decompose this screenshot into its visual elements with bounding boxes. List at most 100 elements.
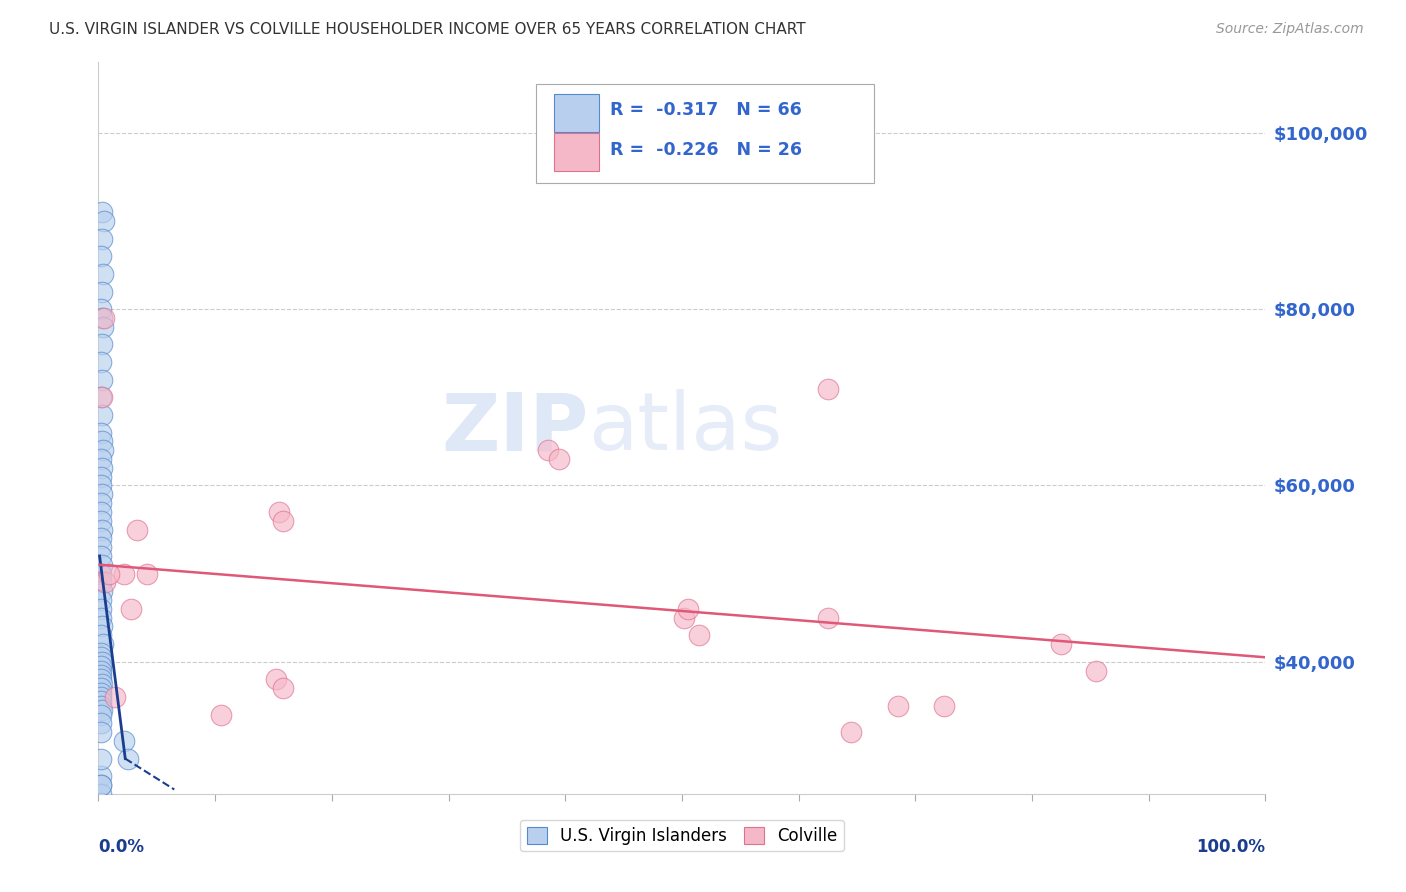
Point xyxy=(90,285,112,299)
Point xyxy=(271,681,294,695)
Point xyxy=(90,531,112,545)
Point xyxy=(271,514,294,528)
Point xyxy=(90,628,112,642)
Point xyxy=(93,311,115,326)
Point xyxy=(90,460,112,475)
Point xyxy=(90,805,112,819)
Point xyxy=(91,443,114,458)
Point xyxy=(94,575,117,590)
Point xyxy=(90,646,112,660)
Point xyxy=(90,769,112,783)
Point xyxy=(90,681,112,695)
Point xyxy=(117,751,139,765)
Point xyxy=(90,566,112,581)
Point xyxy=(1085,664,1108,678)
Point xyxy=(90,703,112,717)
Point xyxy=(90,390,112,404)
Point xyxy=(688,628,710,642)
Point xyxy=(90,787,112,801)
Point xyxy=(90,408,112,422)
Point xyxy=(90,796,112,810)
Point xyxy=(136,566,159,581)
Point xyxy=(112,734,135,748)
Point xyxy=(90,694,112,708)
Point xyxy=(90,452,112,467)
Point xyxy=(90,390,112,404)
Point xyxy=(90,232,112,246)
Point xyxy=(93,214,115,228)
Point xyxy=(90,673,112,687)
Point xyxy=(90,664,112,678)
Point xyxy=(90,487,112,501)
FancyBboxPatch shape xyxy=(554,94,599,132)
Point xyxy=(90,778,112,792)
Point xyxy=(90,698,112,713)
FancyBboxPatch shape xyxy=(536,85,875,183)
Text: ZIP: ZIP xyxy=(441,389,589,467)
Point xyxy=(90,602,112,616)
Point xyxy=(120,602,142,616)
Text: 100.0%: 100.0% xyxy=(1197,838,1265,855)
Point xyxy=(90,434,112,449)
Point xyxy=(264,673,287,687)
Point xyxy=(90,558,112,572)
Point xyxy=(90,751,112,765)
Point xyxy=(90,677,112,691)
Point xyxy=(97,566,120,581)
Point xyxy=(90,814,112,828)
Point xyxy=(817,610,839,624)
Point xyxy=(104,690,127,704)
Point xyxy=(90,707,112,722)
Point xyxy=(887,698,910,713)
Point xyxy=(90,716,112,731)
Point xyxy=(90,496,112,510)
Point xyxy=(817,382,839,396)
Point xyxy=(90,655,112,669)
Point xyxy=(90,523,112,537)
Point xyxy=(90,549,112,563)
Point xyxy=(90,584,112,599)
Point xyxy=(90,659,112,673)
Point xyxy=(537,443,560,458)
Point xyxy=(90,610,112,624)
FancyBboxPatch shape xyxy=(554,134,599,171)
Point xyxy=(90,311,112,326)
Point xyxy=(839,725,862,739)
Point xyxy=(673,610,696,624)
Point xyxy=(90,505,112,519)
Point xyxy=(90,668,112,682)
Text: U.S. VIRGIN ISLANDER VS COLVILLE HOUSEHOLDER INCOME OVER 65 YEARS CORRELATION CH: U.S. VIRGIN ISLANDER VS COLVILLE HOUSEHO… xyxy=(49,22,806,37)
Point xyxy=(90,478,112,492)
Point xyxy=(934,698,956,713)
Point xyxy=(90,778,112,792)
Point xyxy=(90,619,112,633)
Point xyxy=(112,566,135,581)
Point xyxy=(269,505,291,519)
Point xyxy=(91,267,114,281)
Point xyxy=(90,725,112,739)
Legend: U.S. Virgin Islanders, Colville: U.S. Virgin Islanders, Colville xyxy=(520,820,844,851)
Point xyxy=(1050,637,1073,651)
Point xyxy=(90,337,112,351)
Point xyxy=(676,602,699,616)
Point xyxy=(90,205,112,219)
Point xyxy=(90,302,112,317)
Point xyxy=(90,514,112,528)
Text: Source: ZipAtlas.com: Source: ZipAtlas.com xyxy=(1216,22,1364,37)
Text: 0.0%: 0.0% xyxy=(98,838,145,855)
Point xyxy=(91,637,114,651)
Point xyxy=(90,575,112,590)
Point xyxy=(90,469,112,483)
Point xyxy=(90,685,112,699)
Text: R =  -0.317   N = 66: R = -0.317 N = 66 xyxy=(610,101,801,120)
Point xyxy=(548,452,571,467)
Point xyxy=(90,373,112,387)
Point xyxy=(209,707,232,722)
Point xyxy=(90,425,112,440)
Point xyxy=(90,650,112,665)
Text: atlas: atlas xyxy=(589,389,783,467)
Point xyxy=(90,355,112,369)
Point xyxy=(90,690,112,704)
Point xyxy=(91,319,114,334)
Point xyxy=(90,540,112,554)
